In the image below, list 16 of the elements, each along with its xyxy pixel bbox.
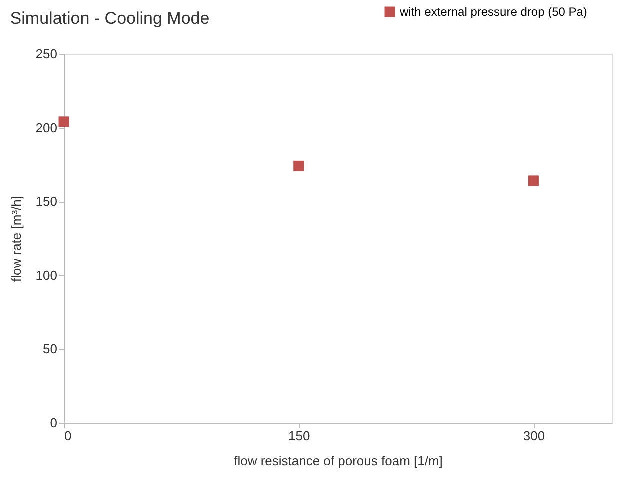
y-tick-label: 50 [43,342,58,357]
y-tick-label: 200 [36,120,58,136]
y-tick-label: 250 [36,46,58,62]
x-tick-label: 300 [523,428,546,444]
point [528,176,539,186]
y-tick-label: 100 [36,268,58,283]
point [58,116,70,128]
x-tick-label: 150 [288,428,310,444]
chart-title: Simulation - Cooling Mode [10,9,210,28]
legend-label: with external pressure drop (50 Pa) [399,5,588,19]
x-tick-label: 0 [64,428,72,444]
y-axis-title: flow rate [m³/h] [8,196,24,282]
y-tick-label: 0 [50,416,58,430]
y-tick-label: 150 [36,194,58,210]
point [294,160,304,172]
x-axis-title: flow resistance of porous foam [1/m] [234,454,443,468]
